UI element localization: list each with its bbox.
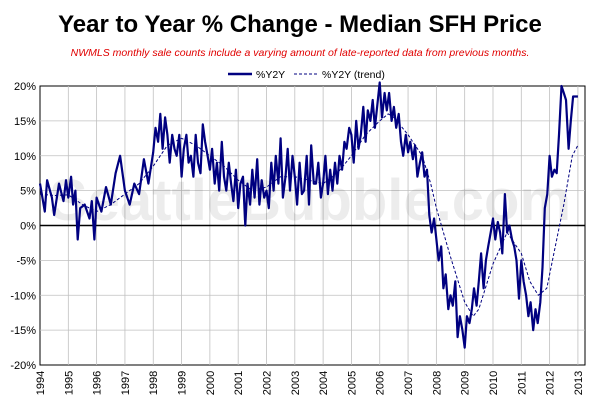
x-tick-label: 1996 (92, 371, 104, 395)
y-tick-label: -5% (16, 255, 36, 267)
y-tick-label: -10% (10, 290, 36, 302)
chart-title: Year to Year % Change - Median SFH Price (58, 11, 542, 38)
x-tick-label: 2006 (375, 371, 387, 395)
x-tick-label: 1997 (120, 371, 132, 395)
legend-label-y2y: %Y2Y (256, 69, 285, 81)
y-tick-label: -20% (10, 360, 36, 372)
x-tick-label: 2005 (346, 371, 358, 395)
series-line-trend (39, 113, 579, 317)
x-tick-label: 2003 (290, 371, 302, 395)
y-tick-label: 10% (14, 151, 36, 163)
y-axis: 20% 15% 10% 5% 0% -5% -10% -15% -20% (10, 81, 36, 372)
x-tick-label: 2011 (516, 371, 528, 395)
legend: %Y2Y %Y2Y (trend) (228, 69, 385, 81)
x-tick-label: 2004 (318, 371, 330, 395)
legend-label-trend: %Y2Y (trend) (322, 69, 385, 81)
y-tick-label: 5% (20, 186, 36, 198)
series-layer (38, 81, 579, 349)
x-tick-label: 2007 (403, 371, 415, 395)
y-tick-label: 20% (14, 81, 36, 93)
x-tick-label: 1998 (148, 371, 160, 395)
x-tick-label: 2009 (460, 371, 472, 395)
x-tick-label: 2013 (573, 371, 585, 395)
y-tick-label: 15% (14, 116, 36, 128)
x-tick-label: 2002 (261, 371, 273, 395)
x-tick-label: 1999 (177, 371, 189, 395)
x-tick-label: 2010 (488, 371, 500, 395)
x-tick-label: 2008 (431, 371, 443, 395)
x-tick-label: 2001 (233, 371, 245, 395)
series-line-y2y (38, 81, 578, 349)
chart-subtitle: NWMLS monthly sale counts include a vary… (71, 47, 530, 59)
x-tick-label: 2012 (545, 371, 557, 395)
y-tick-label: 0% (20, 221, 36, 233)
x-tick-label: 2000 (205, 371, 217, 395)
y-tick-label: -15% (10, 325, 36, 337)
x-axis: 1994 1995 1996 1997 1998 1999 2000 2001 2002 2003… (35, 371, 585, 395)
x-tick-label: 1994 (35, 371, 47, 395)
x-tick-label: 1995 (63, 371, 75, 395)
